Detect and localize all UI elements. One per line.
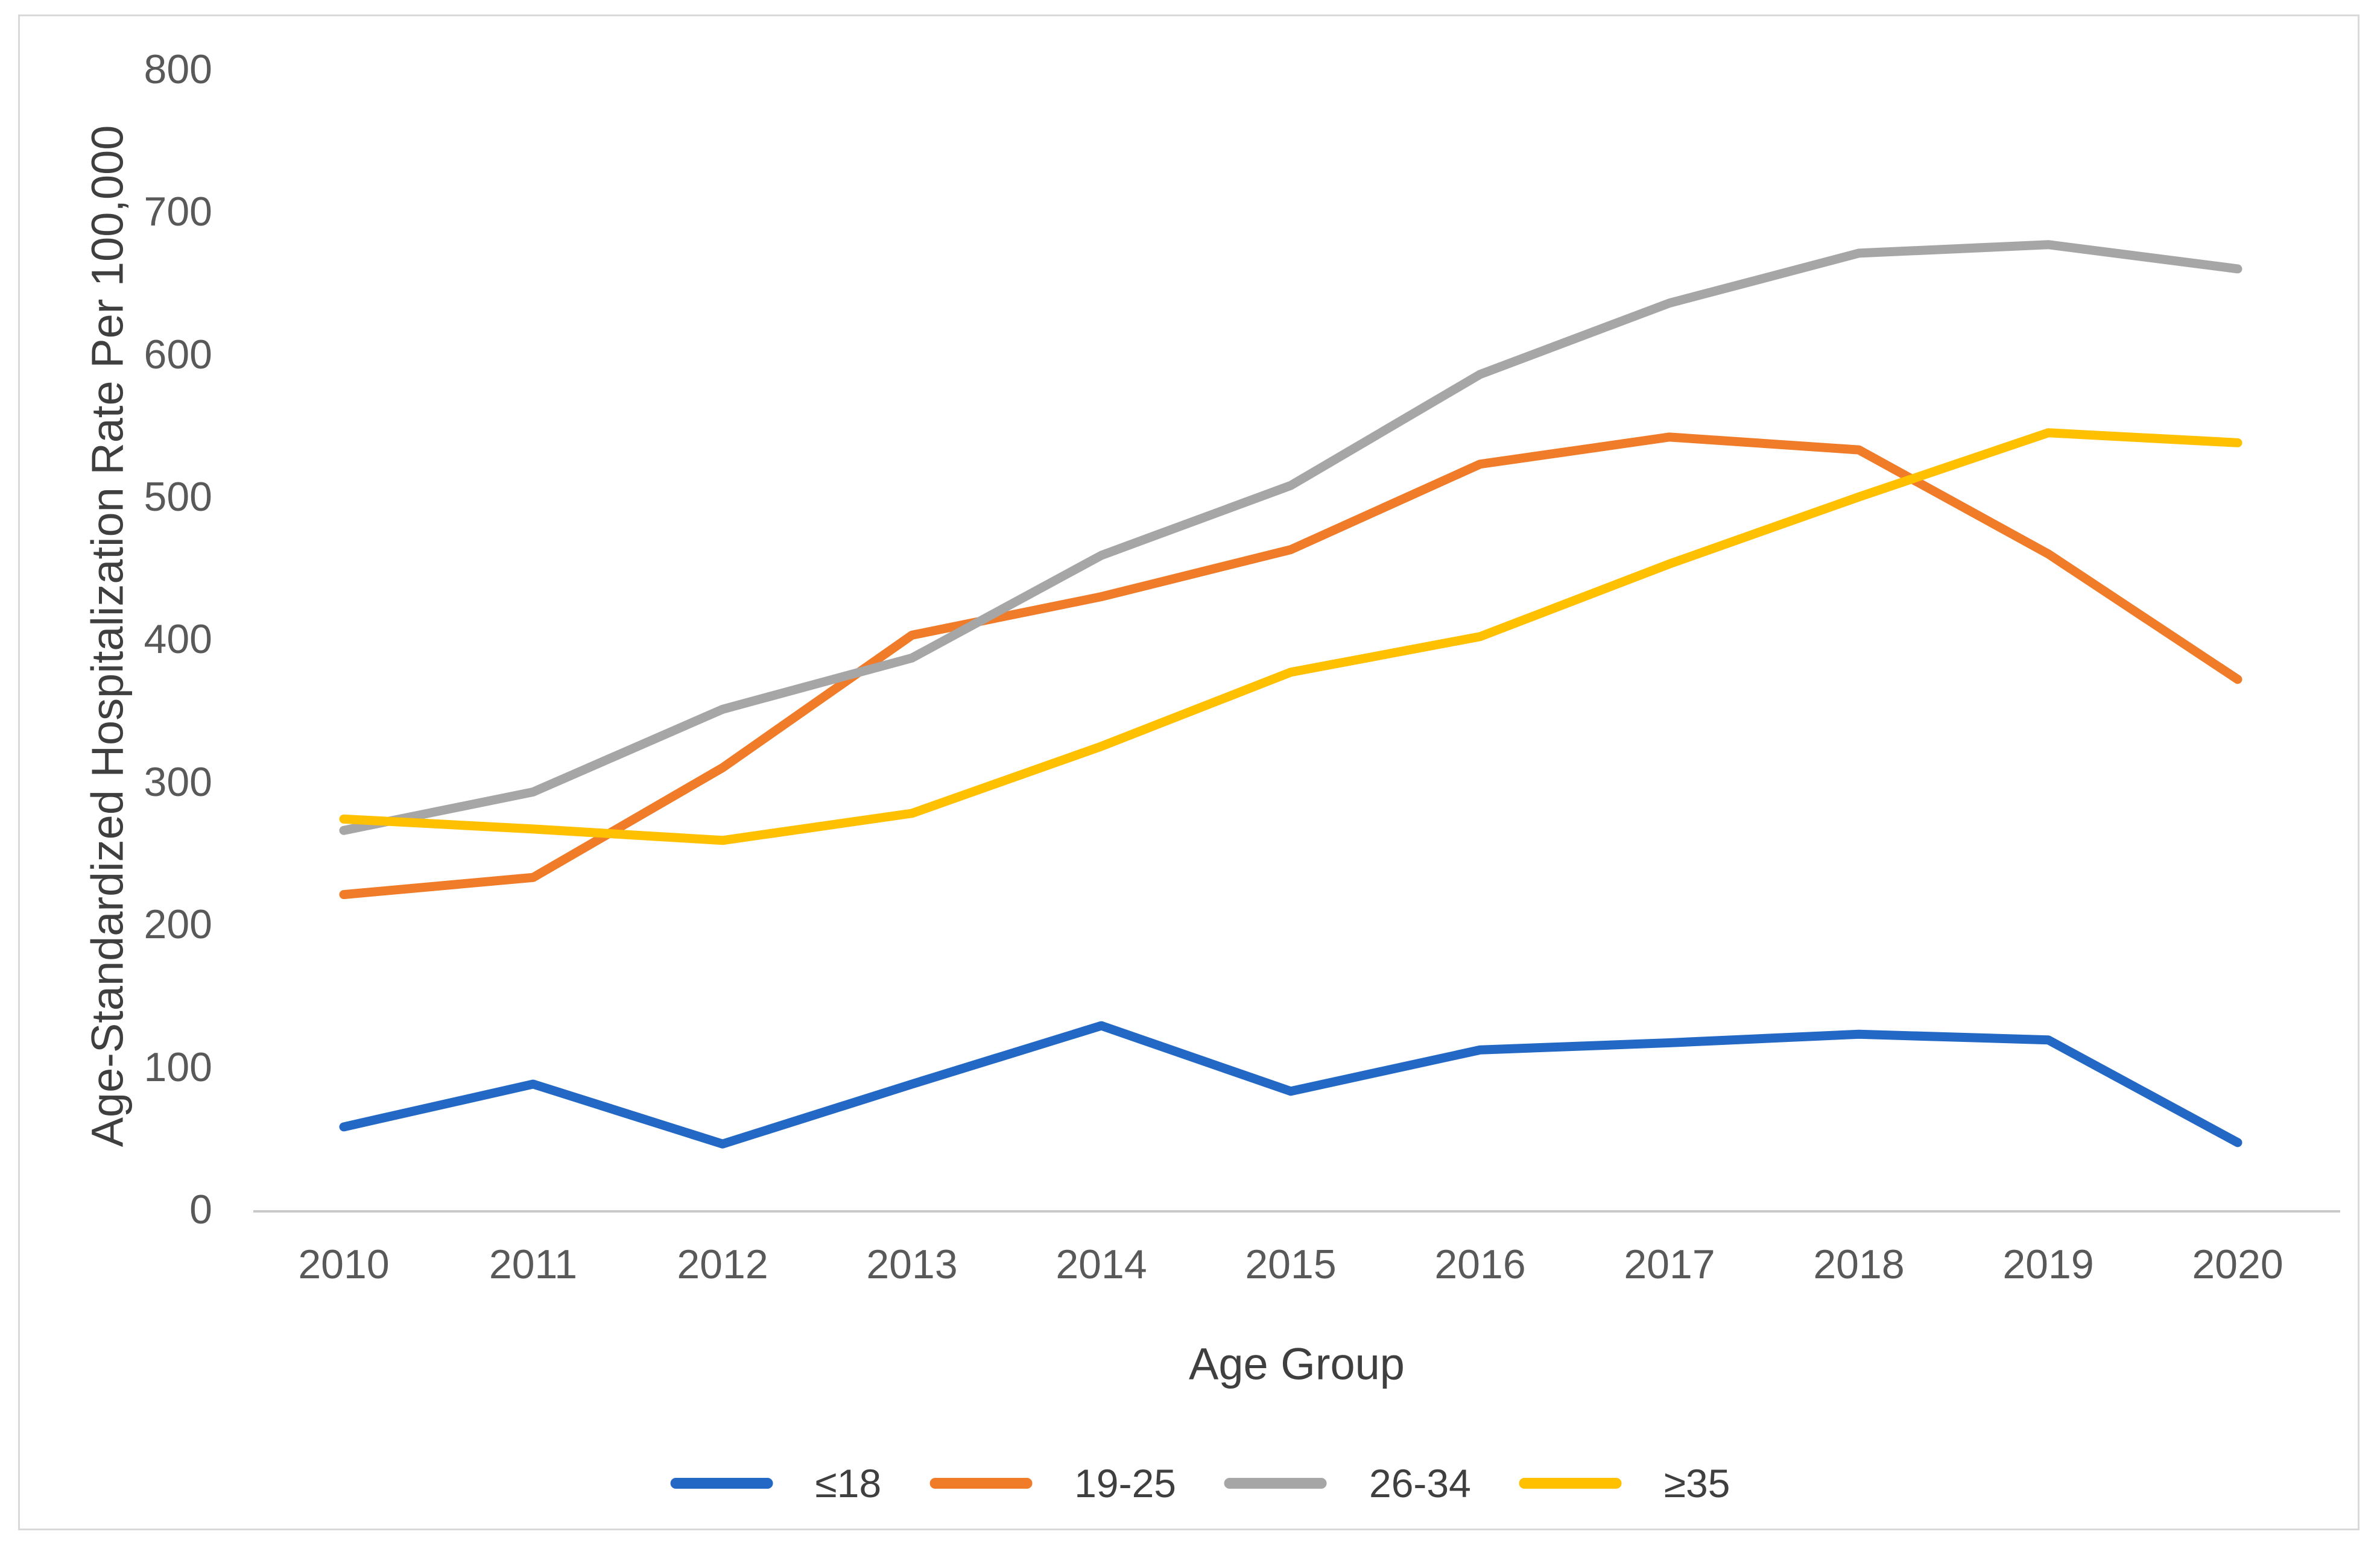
legend-swatch-icon <box>1519 1478 1622 1489</box>
legend-item: 19-25 <box>929 1460 1176 1506</box>
legend-swatch-icon <box>1224 1478 1327 1489</box>
legend-label: 19-25 <box>1074 1461 1176 1506</box>
x-tick-label: 2019 <box>2002 1242 2094 1287</box>
y-tick-label: 400 <box>144 616 212 662</box>
legend-label: ≤18 <box>815 1461 882 1506</box>
x-tick-label: 2014 <box>1055 1242 1147 1287</box>
y-tick-label: 200 <box>144 901 212 947</box>
legend-swatch-icon <box>670 1478 773 1489</box>
x-tick-label: 2013 <box>866 1242 958 1287</box>
x-axis-title: Age Group <box>1189 1339 1405 1389</box>
legend-label: 26-34 <box>1369 1461 1471 1506</box>
x-tick-label: 2018 <box>1813 1242 1905 1287</box>
x-tick-label: 2016 <box>1434 1242 1526 1287</box>
figure-border <box>18 14 2359 1530</box>
y-tick-label: 300 <box>144 759 212 805</box>
y-tick-label: 700 <box>144 189 212 235</box>
legend-item: ≥35 <box>1519 1460 1730 1506</box>
x-tick-label: 2010 <box>298 1242 390 1287</box>
series-line-1 <box>339 432 2242 900</box>
legend-item: 26-34 <box>1224 1460 1471 1506</box>
y-tick-label: 100 <box>144 1044 212 1090</box>
legend-label: ≥35 <box>1663 1461 1730 1506</box>
y-tick-label: 800 <box>144 46 212 92</box>
series-line-2 <box>339 240 2242 835</box>
y-tick-label: 0 <box>189 1187 212 1232</box>
series-line-3 <box>339 428 2242 845</box>
legend-swatch-icon <box>929 1478 1033 1489</box>
x-tick-label: 2015 <box>1245 1242 1337 1287</box>
y-tick-label: 600 <box>144 332 212 377</box>
x-tick-label: 2017 <box>1624 1242 1715 1287</box>
y-axis-title: Age-Standardized Hospitalization Rate Pe… <box>82 125 133 1147</box>
legend: ≤18 19-25 26-34 ≥35 <box>670 1460 1730 1506</box>
x-tick-label: 2011 <box>489 1242 578 1287</box>
x-tick-label: 2012 <box>677 1242 768 1287</box>
x-tick-label: 2020 <box>2192 1242 2283 1287</box>
y-tick-label: 500 <box>144 474 212 520</box>
legend-item: ≤18 <box>670 1460 882 1506</box>
series-line-0 <box>339 1021 2242 1149</box>
